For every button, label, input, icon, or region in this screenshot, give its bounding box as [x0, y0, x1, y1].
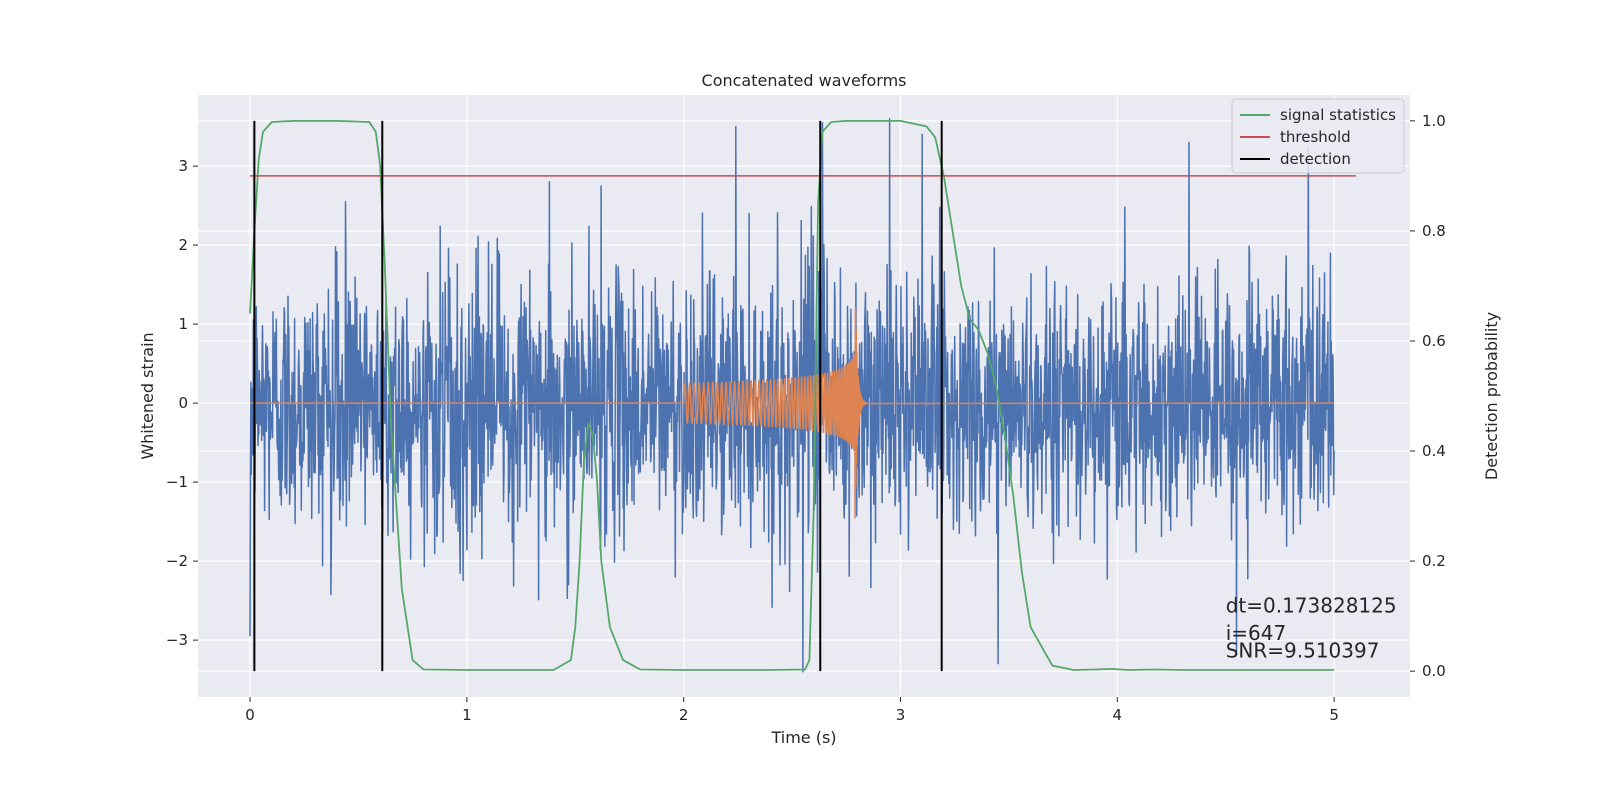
y-tick-label: −1 — [166, 473, 188, 491]
x-tick-label: 1 — [462, 706, 472, 724]
plot-area — [249, 117, 1356, 673]
y-right-tick-label: 0.8 — [1422, 222, 1446, 240]
data-layer — [249, 117, 1356, 673]
injection-series — [250, 307, 1335, 519]
chart-title: Concatenated waveforms — [702, 71, 907, 90]
y-right-tick-label: 0.6 — [1422, 332, 1446, 350]
annotation-text: dt=0.173828125 — [1226, 593, 1397, 617]
y-tick-label: −3 — [166, 631, 188, 649]
legend-label: detection — [1280, 150, 1351, 168]
y-right-tick-label: 1.0 — [1422, 112, 1446, 130]
y-tick-label: 2 — [178, 236, 188, 254]
x-axis-label: Time (s) — [770, 728, 836, 747]
legend-box — [1231, 98, 1405, 174]
x-tick-label: 0 — [245, 706, 255, 724]
y-right-tick-label: 0.4 — [1422, 442, 1446, 460]
x-tick-label: 2 — [679, 706, 689, 724]
legend-label: threshold — [1280, 128, 1351, 146]
signal-statistics-line — [249, 120, 1335, 671]
x-tick-label: 5 — [1329, 706, 1339, 724]
y-tick-label: 3 — [178, 157, 188, 175]
y-tick-label: 1 — [178, 315, 188, 333]
y-tick-label: −2 — [166, 552, 188, 570]
y-axis-label: Whitened strain — [138, 332, 157, 459]
axes: 0 1 2 3 4 5 −3 −2 −1 0 1 2 3 0.0 0.2 0.4 0.6 0.8 1.0 — [166, 112, 1446, 724]
x-tick-label: 4 — [1113, 706, 1123, 724]
annotation-text: SNR=9.510397 — [1226, 638, 1380, 662]
x-tick-label: 3 — [896, 706, 906, 724]
y-right-tick-label: 0.0 — [1422, 662, 1446, 680]
y-tick-label: 0 — [178, 394, 188, 412]
y-right-tick-label: 0.2 — [1422, 552, 1446, 570]
y-axis-right-label: Detection probability — [1482, 312, 1501, 480]
legend-label: signal statistics — [1280, 106, 1396, 124]
legend: signal statistics threshold detection — [1231, 98, 1405, 174]
annotation-text: i=647 — [1226, 621, 1287, 645]
